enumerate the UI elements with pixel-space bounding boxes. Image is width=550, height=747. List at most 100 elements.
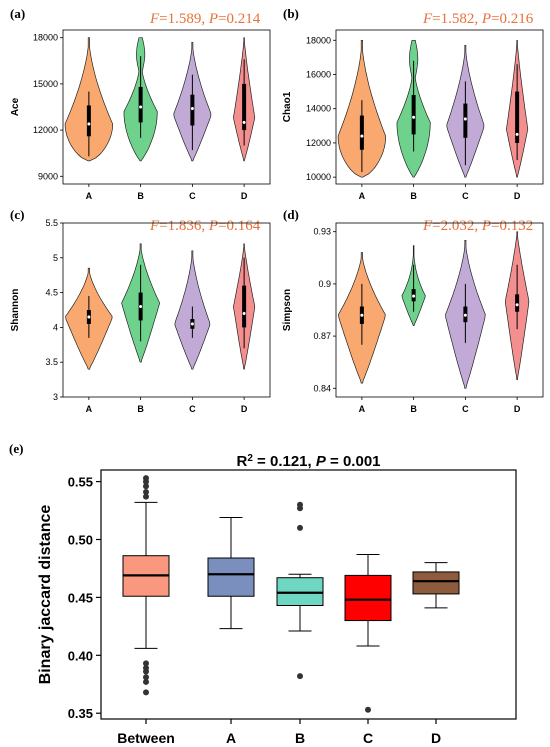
y-tick-label: 0.87 xyxy=(313,331,331,341)
stat-text: F=1.836, P=0.164 xyxy=(149,218,261,234)
box-A xyxy=(207,557,255,597)
y-tick-label: 16000 xyxy=(306,69,331,79)
y-axis-label: Chao1 xyxy=(282,91,293,122)
y-tick-label: 0.93 xyxy=(313,227,331,237)
violin-median xyxy=(86,121,91,126)
y-tick-label: 3.5 xyxy=(45,357,58,367)
violin-box xyxy=(515,91,520,143)
box-B xyxy=(276,577,324,607)
x-tick-label: C xyxy=(462,404,469,414)
outlier-point xyxy=(143,674,149,681)
outlier-point xyxy=(143,483,149,490)
box-panel-e: (e) R2 = 0.121, P = 0.001 0.35 0.40 0.45 0.50… xyxy=(9,441,517,746)
y-tick-label: 12000 xyxy=(306,138,331,148)
y-tick-label: 4.5 xyxy=(45,288,58,298)
y-tick-label: 15000 xyxy=(33,79,58,89)
y-tick-label: 5.5 xyxy=(45,218,58,228)
x-tick-label: D xyxy=(431,730,441,746)
violin-median xyxy=(190,321,195,326)
violin-panel-a: (a) F=1.589, P=0.214 9000 12000 15000 18000 Ac… xyxy=(10,6,271,201)
y-tick-label: 0.84 xyxy=(313,383,331,393)
x-tick-label: B xyxy=(410,404,417,414)
violin-panel-d: (d) F=2.032, P=0.132 0.84 0.87 0.9 0.93 Simpso… xyxy=(282,207,544,414)
violin-median xyxy=(138,104,143,110)
panel-label: (c) xyxy=(10,207,24,222)
y-tick-label: 4 xyxy=(53,322,58,332)
outlier-point xyxy=(143,668,149,675)
violin-box xyxy=(411,95,416,135)
stat-text: F=2.032, P=0.132 xyxy=(422,218,533,234)
x-tick-label: C xyxy=(462,191,469,201)
x-tick-label: A xyxy=(359,404,366,414)
violin-median xyxy=(515,132,520,137)
violin-median xyxy=(463,313,468,318)
y-axis-label: Shannon xyxy=(10,289,21,332)
violin-median xyxy=(515,302,520,307)
violin-median xyxy=(359,313,364,318)
x-tick-label: C xyxy=(189,191,196,201)
x-tick-label: B xyxy=(295,730,305,746)
panel-label: (d) xyxy=(283,207,299,222)
y-tick-label: 14000 xyxy=(306,104,331,114)
violin-median xyxy=(359,134,364,139)
box-C xyxy=(344,574,392,622)
y-tick-label: 10000 xyxy=(306,172,331,182)
violin-box xyxy=(242,285,247,328)
stat-text: F=1.589, P=0.214 xyxy=(149,11,261,27)
x-tick-label: D xyxy=(241,191,248,201)
y-tick-label: 12000 xyxy=(33,125,58,135)
y-tick-label: 0.50 xyxy=(68,532,93,547)
y-tick-label: 0.35 xyxy=(68,706,93,721)
violin-panel-c: (c) F=1.836, P=0.164 3 3.5 4 4.5 5 5.5 Shannon A B… xyxy=(10,207,271,414)
outlier-point xyxy=(143,489,149,496)
stat-text: F=1.582, P=0.216 xyxy=(422,11,534,27)
y-axis-label: Simpson xyxy=(282,289,293,331)
x-tick-label: Between xyxy=(117,730,175,746)
x-tick-label: C xyxy=(189,404,196,414)
violin-median xyxy=(242,120,247,125)
outlier-point xyxy=(297,673,303,680)
plot-frame xyxy=(335,29,544,185)
plot-frame xyxy=(100,469,517,720)
x-tick-label: B xyxy=(137,191,144,201)
x-tick-label: D xyxy=(514,191,521,201)
y-tick-label: 18000 xyxy=(33,33,58,43)
outlier-point xyxy=(143,689,149,696)
violin-median xyxy=(138,304,143,309)
y-tick-label: 9000 xyxy=(38,171,58,181)
box-D xyxy=(412,571,460,595)
violin-median xyxy=(411,115,416,120)
panel-label: (a) xyxy=(10,6,25,21)
chart-title: R2 = 0.121, P = 0.001 xyxy=(236,453,380,471)
y-axis-label: Ace xyxy=(10,97,21,116)
x-tick-label: A xyxy=(226,730,236,746)
y-tick-label: 5 xyxy=(53,253,58,263)
plot-frame xyxy=(62,222,271,398)
x-tick-label: A xyxy=(86,404,93,414)
violin-box xyxy=(242,83,247,131)
y-tick-label: 18000 xyxy=(306,35,331,45)
x-tick-label: C xyxy=(363,730,373,746)
y-tick-label: 0.45 xyxy=(68,590,93,605)
x-tick-label: D xyxy=(241,404,248,414)
violin-box xyxy=(138,86,143,123)
outlier-point xyxy=(297,524,303,531)
plot-frame xyxy=(62,29,271,185)
outlier-point xyxy=(297,505,303,512)
outlier-point xyxy=(143,478,149,485)
y-axis-label: Binary jaccard distance xyxy=(37,505,54,685)
violin-median xyxy=(463,116,468,122)
outlier-point xyxy=(143,493,149,500)
violin-panel-b: (b) F=1.582, P=0.216 10000 12000 14000 16000 1… xyxy=(282,6,544,201)
y-tick-label: 0.55 xyxy=(68,475,93,490)
x-tick-label: A xyxy=(359,191,366,201)
x-tick-label: D xyxy=(514,404,521,414)
violin-median xyxy=(190,106,195,111)
outlier-point xyxy=(365,706,371,713)
violin-median xyxy=(86,314,91,320)
x-tick-label: A xyxy=(86,191,93,201)
outlier-point xyxy=(143,678,149,685)
y-tick-label: 0.40 xyxy=(68,648,93,663)
plot-frame xyxy=(335,222,544,398)
